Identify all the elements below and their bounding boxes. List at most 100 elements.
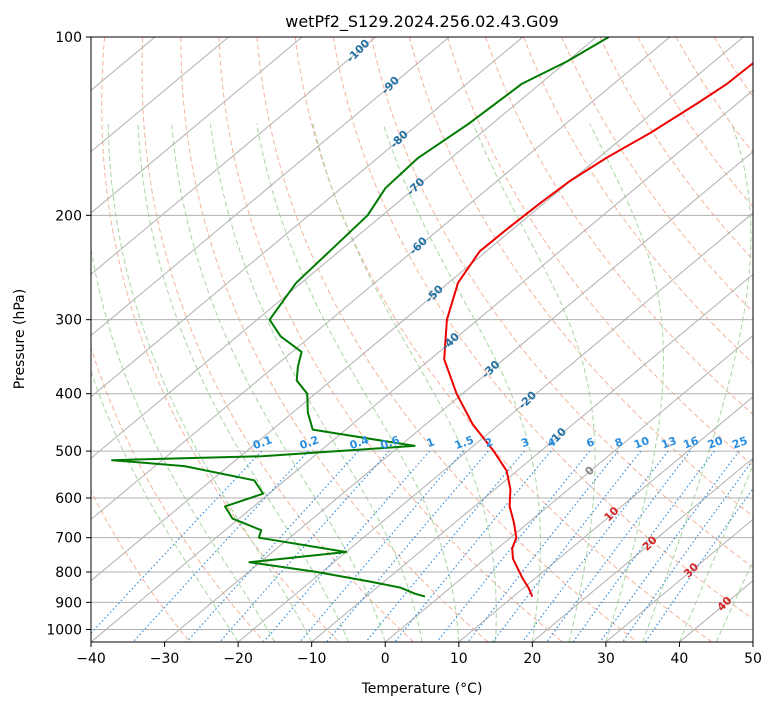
mixing-ratio-label: 6 [585,435,597,450]
plot-area: -100-90-80-70-60-50-40-30-20-10010203040… [91,37,770,642]
isobars [91,37,753,630]
y-tick-label: 100 [55,30,82,46]
x-tick-label: −10 [297,651,327,667]
isotherm-line [91,37,671,521]
y-tick-label: 500 [55,444,82,460]
mixing-ratio-line [219,450,390,642]
y-tick-label: 400 [55,387,82,403]
moist-adiabat [91,246,276,642]
x-axis-ticks: −40 −30 −20 −10 0 10 20 30 40 50 [76,642,762,667]
mixing-ratio-line [326,450,489,642]
mixing-ratio-label: 0.6 [379,433,402,452]
dry-adiabat [101,37,340,642]
moist-adiabats [91,123,753,642]
mixing-ratio-line [599,450,740,642]
x-tick-label: 10 [450,651,468,667]
moist-adiabat [91,369,239,642]
isotherm-line [605,518,753,642]
isotherm-line [384,334,753,642]
moist-adiabat [107,123,313,642]
isotherm-line [458,396,753,642]
moist-adiabat [382,123,541,642]
moist-adiabat [256,123,460,642]
mixing-ratio-label: 30 [751,434,770,452]
dewpoint-profile [111,37,610,598]
mixing-ratio-line [186,450,359,642]
isotherm-line [91,37,744,582]
mixing-ratio-line [132,450,309,642]
y-tick-label: 1000 [46,622,82,638]
dry-adiabat [599,37,753,261]
sounding-series [111,37,753,598]
mixing-ratio-line [467,450,619,642]
temperature-profile [443,61,753,598]
isotherm-line [91,37,376,275]
mixing-ratio-label: 16 [682,434,701,452]
y-axis-ticks: 100 200 300 400 500 600 700 800 900 1000 [46,30,91,638]
moist-adiabat [209,123,423,642]
x-tick-label: −20 [223,651,253,667]
dry-adiabat [408,37,753,517]
mixing-ratio-lines [91,450,753,642]
x-tick-label: 40 [671,651,689,667]
chart-title: wetPf2_S129.2024.256.02.43.G09 [285,12,559,32]
dry-adiabat [218,37,563,642]
y-tick-label: 900 [55,595,82,611]
y-tick-label: 300 [55,313,82,329]
dry-adiabat [256,37,638,642]
mixing-ratio-label: 25 [730,434,749,451]
moist-adiabat [472,123,596,642]
mixing-ratio-label: 1 [425,435,437,450]
mixing-ratio-label: 2 [483,435,495,450]
x-tick-label: −40 [76,651,106,667]
dry-adiabat [141,37,414,642]
mixing-ratio-labels: 0.10.20.40.611.52346810131620253036 [251,433,770,452]
mixing-ratio-label: 1.5 [453,433,476,452]
y-axis-title: Pressure (hPa) [12,289,28,389]
dry-adiabat [91,490,191,642]
moist-adiabat [642,123,752,642]
mixing-ratio-line [546,450,691,642]
mixing-ratio-label: 8 [613,435,625,450]
mixing-ratio-label: 20 [706,434,725,452]
dry-adiabat [180,37,489,642]
isotherm-line [311,273,753,642]
isotherm-line [91,89,753,642]
dry-adiabat [561,37,753,313]
dry-adiabat [332,37,753,620]
isotherm-line [532,457,753,642]
plot-frame [90,36,754,643]
x-tick-label: 0 [381,651,390,667]
mixing-ratio-line [365,450,525,642]
x-axis-title: Temperature (°C) [361,681,483,697]
isotherm-line [237,212,753,642]
dry-adiabat [675,37,753,154]
isotherm-line [91,37,597,459]
moist-adiabat [171,123,386,642]
dry-adiabat [91,345,265,642]
isotherm-line [91,37,229,153]
mixing-ratio-label: 0.2 [298,433,321,452]
x-tick-label: 20 [523,651,541,667]
mixing-ratio-label: 4 [546,435,558,450]
dry-adiabat [447,37,753,467]
moist-adiabat [312,123,497,642]
isotherm-line [91,37,303,214]
dry-adiabats [91,37,753,642]
mixing-ratio-label: 13 [660,434,679,451]
mixing-ratio-label: 0.4 [348,433,371,452]
moist-adiabat [589,123,664,642]
moist-adiabat [678,463,753,642]
isotherm-line [91,37,450,337]
y-tick-label: 800 [55,565,82,581]
x-tick-label: −30 [150,651,180,667]
mixing-ratio-line [522,450,669,642]
mixing-ratio-label: 10 [632,434,651,452]
mixing-ratio-label: 3 [519,435,531,450]
mixing-ratio-line [436,450,591,642]
mixing-ratio-line [622,458,753,642]
dry-adiabat [370,37,753,569]
y-tick-label: 200 [55,208,82,224]
